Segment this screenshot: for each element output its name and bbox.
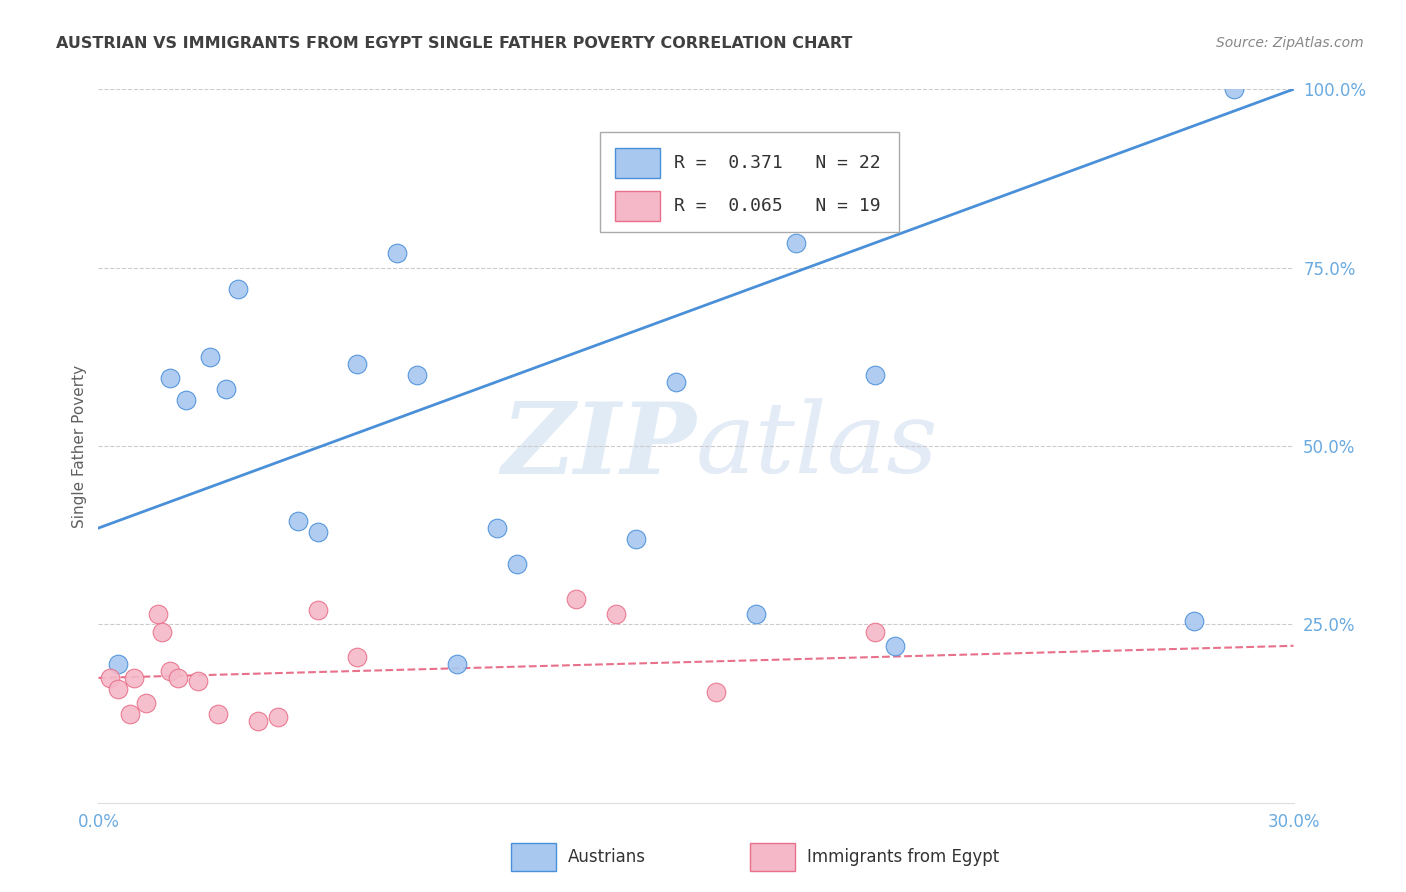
Point: [124, 671, 146, 685]
Y-axis label: Single Father Poverty: Single Father Poverty: [72, 365, 87, 527]
Point: [307, 524, 329, 539]
Point: [135, 696, 157, 710]
Point: [150, 624, 173, 639]
Point: [863, 368, 887, 382]
Point: [287, 514, 309, 528]
Point: [485, 521, 508, 535]
Point: [704, 685, 727, 699]
Point: [167, 671, 190, 685]
Point: [785, 235, 807, 250]
Point: [159, 371, 181, 385]
Text: R =  0.371   N = 22: R = 0.371 N = 22: [675, 154, 882, 172]
Point: [246, 714, 269, 728]
Point: [107, 657, 129, 671]
Text: atlas: atlas: [696, 399, 939, 493]
FancyBboxPatch shape: [614, 148, 661, 178]
Point: [884, 639, 907, 653]
Point: [187, 674, 209, 689]
Point: [267, 710, 290, 724]
FancyBboxPatch shape: [600, 132, 900, 232]
Point: [120, 706, 142, 721]
Text: Immigrants from Egypt: Immigrants from Egypt: [807, 848, 1000, 866]
Point: [406, 368, 429, 382]
Point: [605, 607, 627, 621]
Point: [107, 681, 129, 696]
Point: [565, 592, 588, 607]
Text: AUSTRIAN VS IMMIGRANTS FROM EGYPT SINGLE FATHER POVERTY CORRELATION CHART: AUSTRIAN VS IMMIGRANTS FROM EGYPT SINGLE…: [56, 36, 852, 51]
Point: [446, 657, 468, 671]
Point: [1182, 614, 1205, 628]
Point: [174, 392, 197, 407]
Point: [159, 664, 181, 678]
Point: [665, 375, 688, 389]
Point: [198, 350, 221, 364]
Point: [207, 706, 229, 721]
Point: [346, 649, 368, 664]
Point: [307, 603, 329, 617]
FancyBboxPatch shape: [614, 191, 661, 221]
Text: Source: ZipAtlas.com: Source: ZipAtlas.com: [1216, 36, 1364, 50]
Point: [226, 282, 249, 296]
Text: R =  0.065   N = 19: R = 0.065 N = 19: [675, 197, 882, 215]
Text: ZIP: ZIP: [501, 398, 696, 494]
Point: [148, 607, 170, 621]
Point: [1222, 82, 1246, 96]
FancyBboxPatch shape: [749, 844, 796, 871]
Point: [626, 532, 648, 546]
FancyBboxPatch shape: [510, 844, 557, 871]
Point: [385, 246, 409, 260]
Point: [745, 607, 768, 621]
Point: [215, 382, 238, 396]
Point: [863, 624, 887, 639]
Point: [506, 557, 529, 571]
Point: [346, 357, 368, 371]
Text: Austrians: Austrians: [568, 848, 647, 866]
Point: [100, 671, 122, 685]
